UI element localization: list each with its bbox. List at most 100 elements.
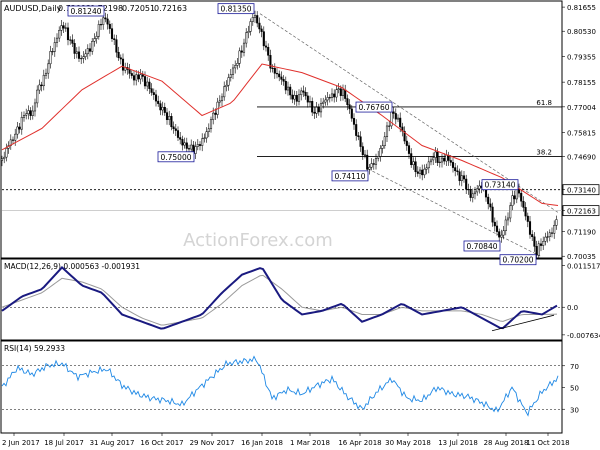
candle-body <box>104 17 107 20</box>
candle-body <box>469 189 472 198</box>
rsi-axis-label-2: 30 <box>570 406 579 414</box>
candle-body <box>161 106 164 111</box>
candle-body <box>434 151 437 158</box>
candle-body <box>456 170 459 172</box>
candle-body <box>170 116 173 128</box>
candle-body <box>487 196 490 205</box>
x-tick-label-2: 31 Aug 2017 <box>90 439 135 447</box>
candle-body <box>465 178 468 190</box>
candle-body <box>154 94 158 102</box>
candle-body <box>165 112 169 120</box>
candle-body <box>385 125 389 138</box>
candle-body <box>247 31 250 33</box>
macd-trendline <box>491 314 555 332</box>
candle-body <box>231 67 235 75</box>
candle-body <box>198 144 202 146</box>
candle-body <box>256 15 259 24</box>
candle-body <box>361 146 364 156</box>
candle-body <box>82 56 85 59</box>
candle-body <box>368 166 371 170</box>
candle-body <box>306 95 309 103</box>
candle-body <box>304 91 307 97</box>
candle-body <box>286 86 290 91</box>
candle-body <box>289 86 292 96</box>
price-label-2: 0.79355 <box>567 53 596 61</box>
candle-body <box>80 58 83 60</box>
rsi-label: RSI(14) 59.2933 <box>4 344 65 353</box>
candle-body <box>357 135 360 138</box>
price-label-3: 0.78155 <box>567 79 596 87</box>
rsi-axis-label-0: 70 <box>570 363 579 371</box>
candle-body <box>293 95 296 100</box>
candle-body <box>478 185 481 190</box>
candle-body <box>66 27 70 41</box>
x-tick-label-1: 18 Jul 2017 <box>44 439 84 447</box>
candle-body <box>359 136 362 147</box>
candle-body <box>150 88 153 93</box>
rsi-axis-label-1: 50 <box>570 385 579 393</box>
candle-body <box>476 188 479 193</box>
candle-body <box>84 53 87 57</box>
candle-body <box>313 111 316 114</box>
candle-body <box>295 95 298 102</box>
candle-body <box>119 57 122 60</box>
candle-body <box>214 112 217 115</box>
candle-body <box>460 175 463 181</box>
fib-label-0: 61.8 <box>536 99 552 107</box>
candle-body <box>421 169 424 176</box>
x-tick-label-10: 28 Aug 2018 <box>484 439 529 447</box>
candle-body <box>537 243 540 256</box>
candle-body <box>528 221 532 235</box>
candle-body <box>467 189 470 191</box>
candle-body <box>5 148 8 158</box>
candle-body <box>49 51 52 65</box>
candle-body <box>86 48 89 55</box>
candle-body <box>27 110 30 115</box>
candle-body <box>22 115 26 118</box>
candle-body <box>249 21 252 32</box>
candle-body <box>179 137 182 140</box>
annotation-box-2 <box>157 151 195 163</box>
candle-body <box>355 124 358 136</box>
candle-body <box>187 148 191 150</box>
candle-body <box>315 106 318 114</box>
candle-body <box>20 117 23 130</box>
candle-body <box>546 236 549 238</box>
candle-body <box>425 167 428 170</box>
macd-main-line <box>1 266 558 330</box>
macd-axis-label-0: 0.011517 <box>567 263 600 271</box>
candle-body <box>40 84 43 87</box>
candle-body <box>159 103 162 111</box>
candle-body <box>502 230 505 236</box>
candle-body <box>550 232 554 234</box>
annotation-box-5 <box>481 179 519 191</box>
rsi-levels <box>2 365 562 410</box>
price-label-7: 0.73140 <box>567 187 596 195</box>
x-tick-label-11: 11 Oct 2018 <box>526 439 569 447</box>
candle-body <box>108 23 111 29</box>
candle-body <box>278 73 281 78</box>
price-label-1: 0.80530 <box>567 28 596 36</box>
candle-body <box>548 232 551 237</box>
candle-body <box>539 243 543 246</box>
candle-body <box>542 241 545 246</box>
candle-body <box>236 63 239 66</box>
candle-body <box>88 48 92 52</box>
candle-body <box>42 74 45 87</box>
candle-body <box>390 111 393 127</box>
candle-body <box>227 77 230 86</box>
candle-body <box>130 73 133 76</box>
candle-body <box>264 45 268 48</box>
candle-body <box>121 58 125 71</box>
candle-body <box>137 74 140 80</box>
candle-body <box>209 119 213 130</box>
candle-body <box>60 25 63 31</box>
candle-body <box>148 81 151 89</box>
candle-body <box>491 206 494 223</box>
candle-body <box>194 146 197 154</box>
candle-body <box>333 93 336 98</box>
candle-body <box>513 195 516 200</box>
candle-body <box>234 65 237 69</box>
candle-body <box>36 89 39 104</box>
candle-body <box>212 112 215 120</box>
